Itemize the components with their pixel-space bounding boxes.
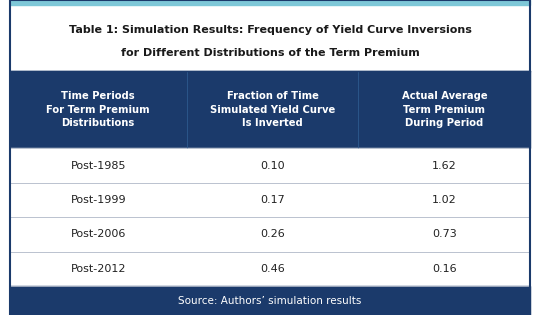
Text: 1.62: 1.62 <box>432 161 457 170</box>
Bar <box>10 252 530 286</box>
Text: for Different Distributions of the Term Premium: for Different Distributions of the Term … <box>120 48 420 58</box>
Text: Source: Authors’ simulation results: Source: Authors’ simulation results <box>178 295 362 306</box>
Bar <box>10 71 530 148</box>
Text: Post-2006: Post-2006 <box>71 229 126 239</box>
Bar <box>10 286 530 315</box>
Text: Post-1999: Post-1999 <box>70 195 126 205</box>
Text: 0.17: 0.17 <box>260 195 285 205</box>
Text: Actual Average
Term Premium
During Period: Actual Average Term Premium During Perio… <box>402 91 487 129</box>
Bar <box>10 5 530 71</box>
Bar <box>10 183 530 217</box>
Text: Fraction of Time
Simulated Yield Curve
Is Inverted: Fraction of Time Simulated Yield Curve I… <box>210 91 335 129</box>
Bar <box>10 217 530 252</box>
Bar <box>10 0 530 5</box>
Text: 0.26: 0.26 <box>260 229 285 239</box>
Text: 0.46: 0.46 <box>260 264 285 274</box>
Text: Post-2012: Post-2012 <box>70 264 126 274</box>
Bar <box>10 148 530 183</box>
Text: 0.73: 0.73 <box>432 229 457 239</box>
Text: Table 1: Simulation Results: Frequency of Yield Curve Inversions: Table 1: Simulation Results: Frequency o… <box>69 25 471 35</box>
Text: Post-1985: Post-1985 <box>70 161 126 170</box>
Text: 0.10: 0.10 <box>260 161 285 170</box>
Text: 0.16: 0.16 <box>432 264 457 274</box>
Text: Time Periods
For Term Premium
Distributions: Time Periods For Term Premium Distributi… <box>46 91 150 129</box>
Text: 1.02: 1.02 <box>432 195 457 205</box>
